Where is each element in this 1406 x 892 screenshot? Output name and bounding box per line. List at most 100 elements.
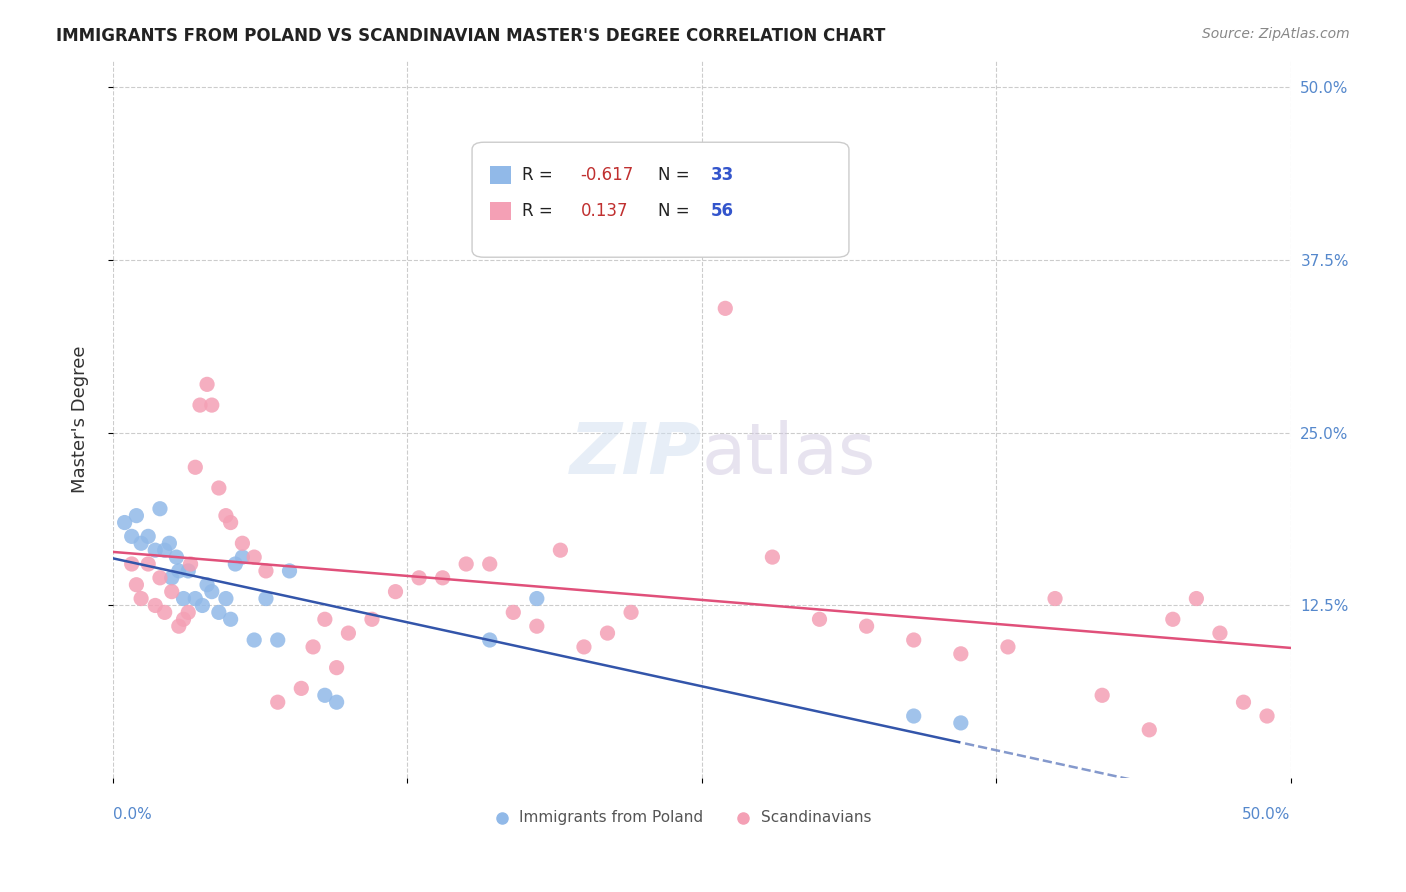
Point <box>278 564 301 578</box>
Point <box>337 626 360 640</box>
Point <box>267 695 290 709</box>
FancyBboxPatch shape <box>489 202 510 219</box>
Text: 33: 33 <box>711 166 734 184</box>
Point <box>290 681 312 696</box>
Point <box>254 591 277 606</box>
Text: 0.137: 0.137 <box>581 202 628 219</box>
Point <box>191 599 214 613</box>
Point <box>157 536 180 550</box>
Point <box>526 619 548 633</box>
Point <box>215 508 238 523</box>
Point <box>243 550 266 565</box>
Point <box>201 398 224 412</box>
Point <box>408 571 430 585</box>
Text: Immigrants from Poland: Immigrants from Poland <box>519 810 703 825</box>
Point <box>177 564 200 578</box>
Point <box>129 536 152 550</box>
Point <box>550 543 572 558</box>
Point <box>149 571 172 585</box>
Point <box>153 543 176 558</box>
Text: R =: R = <box>522 166 558 184</box>
Point <box>761 550 783 565</box>
Point <box>1091 688 1114 702</box>
Point <box>478 557 501 571</box>
Point <box>456 557 478 571</box>
Text: Scandinavians: Scandinavians <box>761 810 872 825</box>
Text: 0.0%: 0.0% <box>112 807 152 822</box>
Text: N =: N = <box>658 202 695 219</box>
Point <box>165 550 187 565</box>
Point <box>224 557 246 571</box>
Point <box>195 578 218 592</box>
Point <box>808 612 831 626</box>
Text: Source: ZipAtlas.com: Source: ZipAtlas.com <box>1202 27 1350 41</box>
Point <box>219 516 242 530</box>
Point <box>201 584 224 599</box>
Point <box>302 640 325 654</box>
Point <box>136 529 159 543</box>
Point <box>1161 612 1184 626</box>
Point <box>502 606 524 620</box>
Point <box>526 591 548 606</box>
Point <box>314 612 336 626</box>
Point <box>195 377 218 392</box>
Point <box>114 516 136 530</box>
Point <box>215 591 238 606</box>
Point <box>177 606 200 620</box>
FancyBboxPatch shape <box>489 166 510 184</box>
FancyBboxPatch shape <box>472 142 849 257</box>
Point <box>167 564 190 578</box>
Point <box>173 612 195 626</box>
Point <box>949 715 972 730</box>
Point <box>254 564 277 578</box>
Point <box>997 640 1019 654</box>
Point <box>184 460 207 475</box>
Text: -0.617: -0.617 <box>581 166 634 184</box>
Point <box>903 709 925 723</box>
Point <box>384 584 406 599</box>
Point <box>125 578 148 592</box>
Text: IMMIGRANTS FROM POLAND VS SCANDINAVIAN MASTER'S DEGREE CORRELATION CHART: IMMIGRANTS FROM POLAND VS SCANDINAVIAN M… <box>56 27 886 45</box>
Point <box>143 543 166 558</box>
Point <box>1232 695 1254 709</box>
Point <box>180 557 202 571</box>
Point <box>903 633 925 648</box>
Point <box>314 688 336 702</box>
Text: 50.0%: 50.0% <box>1243 807 1291 822</box>
Point <box>572 640 595 654</box>
Point <box>1043 591 1066 606</box>
Point <box>125 508 148 523</box>
Point <box>714 301 737 316</box>
Point <box>243 633 266 648</box>
Point <box>1209 626 1232 640</box>
Point <box>231 536 253 550</box>
Point <box>149 501 172 516</box>
Text: R =: R = <box>522 202 558 219</box>
Point <box>136 557 159 571</box>
Text: ZIP: ZIP <box>569 420 702 490</box>
Point <box>219 612 242 626</box>
Point <box>143 599 166 613</box>
Point <box>129 591 152 606</box>
Point <box>160 584 183 599</box>
Text: atlas: atlas <box>702 420 876 490</box>
Point <box>855 619 877 633</box>
Point <box>184 591 207 606</box>
Point <box>173 591 195 606</box>
Point <box>620 606 643 620</box>
Point <box>153 606 176 620</box>
Text: 56: 56 <box>711 202 734 219</box>
Point <box>1256 709 1278 723</box>
Point <box>325 695 347 709</box>
Point <box>121 557 143 571</box>
Point <box>596 626 619 640</box>
Point <box>208 606 231 620</box>
Y-axis label: Master's Degree: Master's Degree <box>72 345 89 492</box>
Point <box>949 647 972 661</box>
Point <box>208 481 231 495</box>
Point <box>325 660 347 674</box>
Point <box>121 529 143 543</box>
Point <box>188 398 211 412</box>
Point <box>478 633 501 648</box>
Point <box>167 619 190 633</box>
